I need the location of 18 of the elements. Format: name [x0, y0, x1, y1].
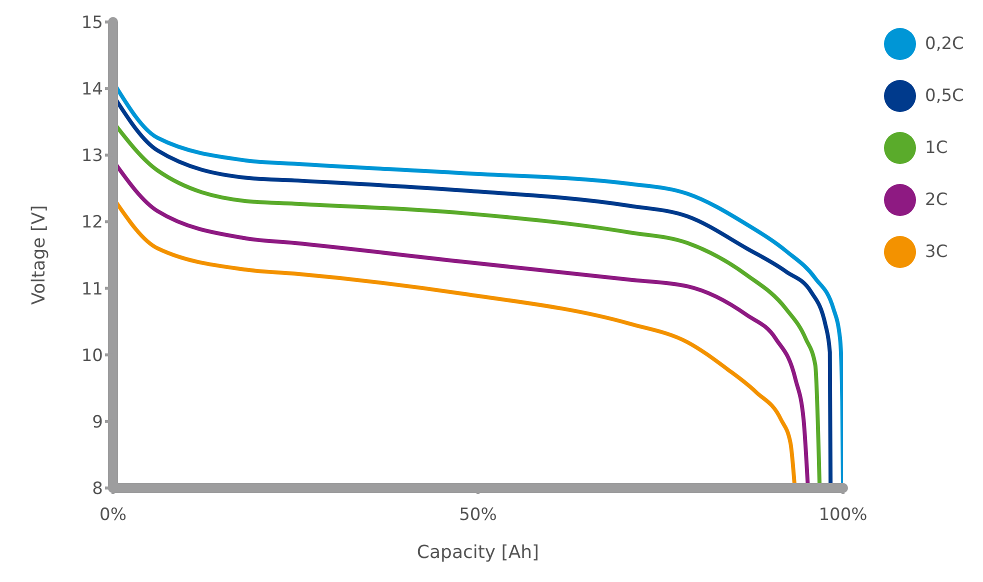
legend-label: 0,2C	[925, 34, 964, 54]
x-tick-label: 100%	[818, 505, 868, 526]
legend-label: 0,5C	[925, 86, 964, 106]
legend-label: 2C	[925, 190, 948, 210]
legend-label: 3C	[925, 242, 948, 262]
x-tick-label: 0%	[100, 505, 126, 526]
y-tick-label: 9	[92, 412, 103, 432]
y-tick-label: 12	[81, 212, 103, 233]
legend-label: 1C	[925, 138, 948, 158]
y-tick-label: 10	[81, 346, 103, 366]
y-tick-label: 13	[81, 146, 103, 166]
y-axis-title: Voltage [V]	[28, 205, 50, 305]
x-axis-title: Capacity [Ah]	[416, 542, 540, 563]
y-tick-label: 15	[81, 13, 103, 34]
x-tick-label: 50%	[459, 505, 497, 526]
y-tick-label: 8	[92, 479, 103, 500]
y-tick-label: 14	[81, 80, 103, 100]
y-tick-label: 11	[81, 279, 103, 300]
